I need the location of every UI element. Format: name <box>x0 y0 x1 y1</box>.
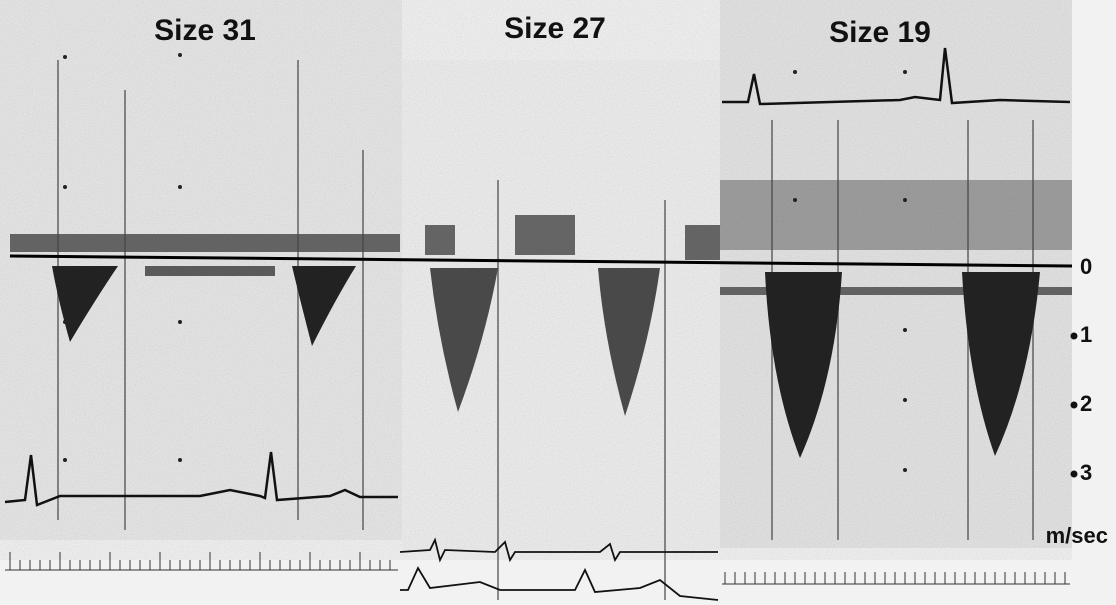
ecg-traces <box>4 47 1071 601</box>
scale-dot <box>1070 332 1078 340</box>
image-grain <box>0 0 1072 560</box>
scale-dot <box>1070 470 1078 478</box>
time-rulers <box>5 552 1070 585</box>
velocity-scale: 0 1 2 3 m/sec <box>1046 254 1108 548</box>
flow-envelopes <box>52 266 1040 458</box>
spectral-noise <box>10 180 1072 295</box>
scale-label: 2 <box>1080 391 1092 416</box>
scale-label: 0 <box>1080 254 1092 279</box>
panel-title: Size 19 <box>829 16 931 49</box>
scale-dot <box>1070 401 1078 409</box>
panel-title: Size 27 <box>504 12 606 45</box>
scale-label: 1 <box>1080 322 1092 347</box>
calibration-dots <box>63 53 907 472</box>
scale-label: 3 <box>1080 460 1092 485</box>
scale-unit: m/sec <box>1046 523 1108 548</box>
zero-baseline <box>9 254 1073 268</box>
panel-title: Size 31 <box>154 14 256 47</box>
